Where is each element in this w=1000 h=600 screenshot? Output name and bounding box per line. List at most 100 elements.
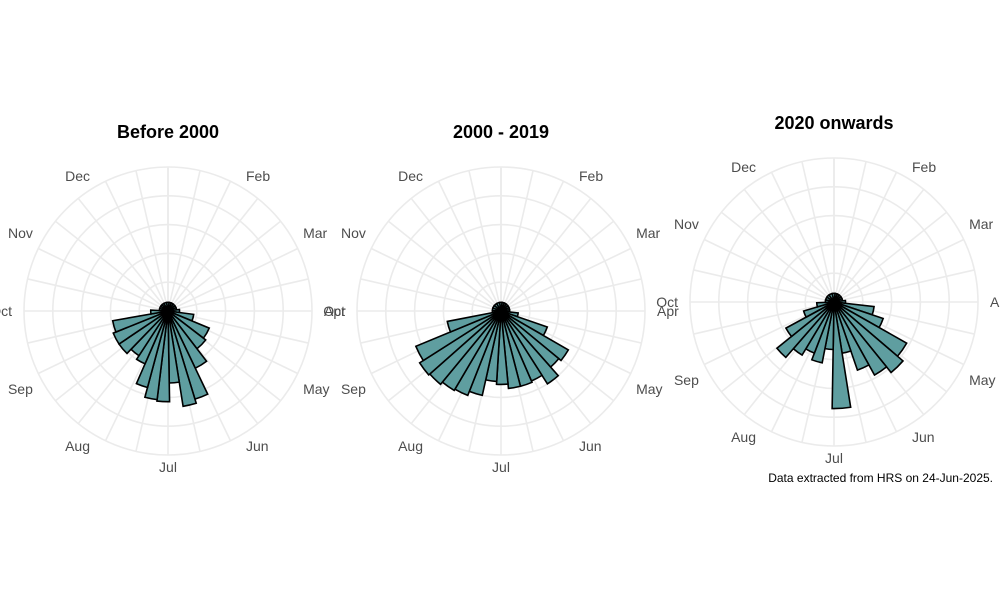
grid-spoke bbox=[500, 310, 642, 344]
rose-bar bbox=[495, 310, 509, 386]
month-label: May bbox=[969, 372, 995, 388]
grid-spoke bbox=[833, 188, 925, 303]
rose-chart-2000-2019: 2000 - 2019 Feb Mar Apr May Jun Jul Aug Sep Oct N… bbox=[323, 122, 679, 475]
rose-bar bbox=[500, 310, 522, 390]
grid-spoke bbox=[167, 170, 201, 312]
rose-chart-2020-onwards: 2020 onwards Feb Mar Apr May Jun Jul Aug Sep Oct… bbox=[656, 113, 1000, 466]
grid-spoke bbox=[104, 180, 169, 312]
month-label: Dec bbox=[398, 168, 423, 184]
chart-title: 2020 onwards bbox=[774, 113, 893, 133]
rose-bar bbox=[500, 310, 560, 385]
grid-spoke bbox=[500, 180, 565, 312]
rose-bar bbox=[500, 310, 570, 362]
month-label: Mar bbox=[636, 225, 660, 241]
grid-spoke bbox=[167, 220, 282, 312]
grid-spoke bbox=[500, 278, 642, 312]
month-label: Aug bbox=[65, 438, 90, 454]
rose-bar bbox=[833, 301, 888, 377]
grid-spoke bbox=[833, 269, 975, 303]
month-label: Jun bbox=[912, 429, 935, 445]
month-label: Oct bbox=[323, 303, 345, 319]
rose-bar bbox=[833, 301, 905, 374]
month-label: Apr bbox=[990, 294, 1000, 310]
grid-spoke bbox=[801, 161, 835, 303]
rose-bar bbox=[162, 301, 169, 312]
grid-spoke bbox=[437, 180, 502, 312]
grid-spoke bbox=[27, 278, 169, 312]
month-labels: Feb Mar Apr May Jun Jul Aug Sep Oct Nov Dec bbox=[323, 168, 679, 475]
rose-bar bbox=[831, 301, 852, 410]
month-label: Oct bbox=[656, 294, 678, 310]
grid-spoke bbox=[500, 247, 632, 312]
grid-spoke bbox=[833, 171, 898, 303]
grid-spoke bbox=[387, 220, 502, 312]
grid-spoke bbox=[743, 188, 835, 303]
rose-bar bbox=[775, 301, 835, 359]
grid-spoke bbox=[54, 220, 169, 312]
grid-spoke bbox=[360, 278, 502, 312]
month-label: Mar bbox=[969, 216, 993, 232]
month-label: Dec bbox=[65, 168, 90, 184]
rose-bar bbox=[446, 310, 502, 333]
chart-title: 2000 - 2019 bbox=[453, 122, 549, 142]
grid-spoke bbox=[500, 170, 534, 312]
grid-spoke bbox=[500, 220, 615, 312]
month-labels: Feb Mar Apr May Jun Jul Aug Sep Oct Nov Dec bbox=[0, 168, 346, 475]
month-label: Sep bbox=[8, 381, 33, 397]
month-labels: Feb Mar Apr May Jun Jul Aug Sep Oct Nov Dec bbox=[656, 159, 1000, 466]
month-label: Nov bbox=[674, 216, 699, 232]
bars bbox=[775, 292, 908, 410]
grid-spoke bbox=[468, 170, 502, 312]
rose-bar bbox=[418, 310, 502, 377]
month-label: May bbox=[636, 381, 662, 397]
month-label: Feb bbox=[912, 159, 936, 175]
grid-spoke bbox=[370, 247, 502, 312]
grid-spoke bbox=[703, 238, 835, 303]
month-label: Dec bbox=[731, 159, 756, 175]
month-label: Nov bbox=[8, 225, 33, 241]
rose-bar bbox=[833, 301, 870, 372]
month-label: Mar bbox=[303, 225, 327, 241]
grid-spoke bbox=[770, 171, 835, 303]
month-label: Apr bbox=[324, 303, 346, 319]
rose-bar bbox=[414, 310, 502, 362]
rose-bar bbox=[112, 310, 169, 346]
month-label: Feb bbox=[246, 168, 270, 184]
grid-spoke bbox=[720, 211, 835, 303]
rose-bar bbox=[111, 310, 169, 334]
grid-spoke bbox=[410, 197, 502, 312]
bars bbox=[414, 301, 570, 397]
month-label: Sep bbox=[674, 372, 699, 388]
grid-spoke bbox=[500, 197, 592, 312]
month-label: May bbox=[303, 381, 329, 397]
grid-spoke bbox=[693, 301, 835, 335]
grid-spoke bbox=[37, 247, 169, 312]
month-label: Sep bbox=[341, 381, 366, 397]
month-label: Aug bbox=[398, 438, 423, 454]
grid-spoke bbox=[135, 170, 169, 312]
data-source-caption: Data extracted from HRS on 24-Jun-2025. bbox=[768, 471, 993, 485]
grid-spoke bbox=[167, 197, 259, 312]
month-label: Apr bbox=[657, 303, 679, 319]
chart-title: Before 2000 bbox=[117, 122, 219, 142]
rose-bar bbox=[802, 301, 835, 319]
grid-spoke bbox=[833, 161, 867, 303]
month-label: Jun bbox=[246, 438, 269, 454]
rose-bar bbox=[815, 301, 835, 308]
grid-spoke bbox=[167, 180, 232, 312]
month-label: Jul bbox=[825, 450, 843, 466]
bars bbox=[111, 301, 211, 408]
grid-spoke bbox=[77, 197, 169, 312]
grid-spoke bbox=[693, 269, 835, 303]
month-label: Aug bbox=[731, 429, 756, 445]
grid-spoke bbox=[167, 247, 299, 312]
grid-spoke bbox=[833, 211, 948, 303]
month-label: Oct bbox=[0, 303, 12, 319]
month-label: Feb bbox=[579, 168, 603, 184]
month-label: Jul bbox=[159, 459, 177, 475]
month-label: Nov bbox=[341, 225, 366, 241]
rose-bar bbox=[495, 301, 502, 312]
month-label: Jul bbox=[492, 459, 510, 475]
rose-bar bbox=[167, 310, 198, 408]
